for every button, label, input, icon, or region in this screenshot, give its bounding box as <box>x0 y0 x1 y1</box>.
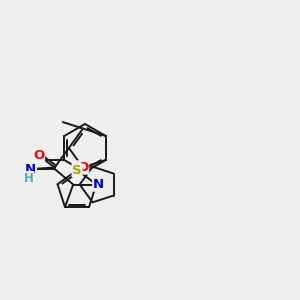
Text: N: N <box>93 178 104 191</box>
Text: O: O <box>33 149 44 162</box>
Text: H: H <box>24 172 34 184</box>
Text: O: O <box>77 161 88 174</box>
Text: N: N <box>25 163 36 176</box>
Text: S: S <box>72 164 82 177</box>
